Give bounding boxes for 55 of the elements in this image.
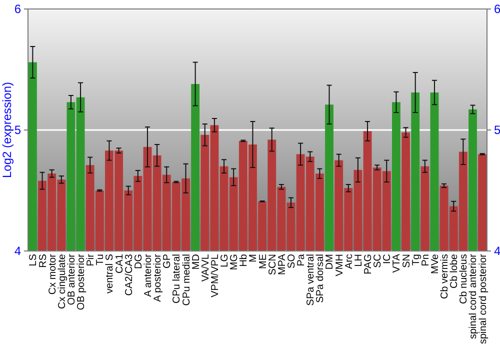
x-tick-label: CA2/CA3: [124, 254, 135, 296]
x-tick-label: spinal cord posterior: [478, 253, 489, 344]
x-tick-label: spinal cord anterior: [468, 253, 480, 340]
x-tick-label: MG: [229, 254, 240, 270]
x-tick-label: Pa: [296, 254, 308, 266]
x-tick-label: LH: [353, 254, 364, 267]
x-tick-label: SPa dorsal: [315, 254, 326, 303]
x-tick-label: ME: [258, 254, 269, 269]
x-tick-label: LG: [220, 254, 231, 268]
x-tick-label: ventral S: [104, 254, 116, 294]
x-tick-label: LS: [28, 254, 40, 266]
x-tick-label: Arc: [344, 254, 355, 269]
y2-tick-label: 6: [494, 2, 500, 16]
x-tick-label: Pir: [86, 253, 97, 266]
x-tick-label: Pn: [420, 254, 432, 266]
x-tick-label: MPA: [276, 254, 288, 275]
x-tick-label: MD: [190, 254, 202, 270]
x-tick-label: CPu lateral: [172, 254, 183, 304]
x-tick-label: MVe: [430, 254, 441, 274]
x-tick-label: OB anterior: [66, 253, 78, 306]
x-tick-label: DG: [133, 254, 144, 269]
x-tick-label: CPu medial: [181, 254, 192, 306]
y-tick-label: 6: [14, 2, 22, 16]
x-tick-label: Cb lobe: [449, 254, 460, 288]
x-tick-label: Cb nucleus: [458, 254, 470, 304]
x-tick-label: Tu: [95, 254, 106, 266]
x-tick-label: M: [248, 254, 260, 262]
x-tick-label: SN: [401, 254, 412, 268]
y2-tick-label: 4: [494, 244, 500, 258]
x-tick-label: SO: [286, 254, 298, 268]
x-tick-label: DM: [324, 254, 336, 270]
x-tick-label: GP: [162, 254, 174, 268]
x-tick-label: VMH: [334, 254, 346, 276]
x-tick-label: Cx motor: [47, 253, 58, 295]
x-tick-label: PAG: [363, 254, 374, 274]
x-tick-label: VTA: [392, 254, 403, 273]
x-tick-label: IC: [382, 254, 394, 264]
y2-tick-label: 5: [494, 122, 500, 137]
x-tick-label: CA1: [114, 254, 126, 274]
x-tick-label: Tg: [410, 254, 422, 266]
y-tick-label: 5: [14, 122, 22, 137]
x-tick-label: SPa ventral: [306, 254, 317, 306]
x-tick-label: SC: [372, 254, 384, 268]
x-tick-label: A posterior: [152, 253, 164, 302]
x-tick-label: OB posterior: [76, 253, 88, 310]
x-tick-label: A anterior: [142, 253, 154, 297]
x-tick-label: Cx cingulate: [56, 254, 68, 310]
x-tick-label: Hb: [238, 254, 250, 267]
x-tick-label: VA/VL: [200, 254, 212, 282]
x-tick-label: VPM/VPL: [210, 254, 221, 298]
y-tick-label: 4: [14, 244, 22, 258]
x-tick-label: Cb vermis: [440, 254, 451, 300]
y-axis-title: Log2 (expression): [0, 82, 14, 178]
x-tick-label: SCN: [267, 254, 278, 276]
x-tick-label: RS: [38, 254, 49, 268]
